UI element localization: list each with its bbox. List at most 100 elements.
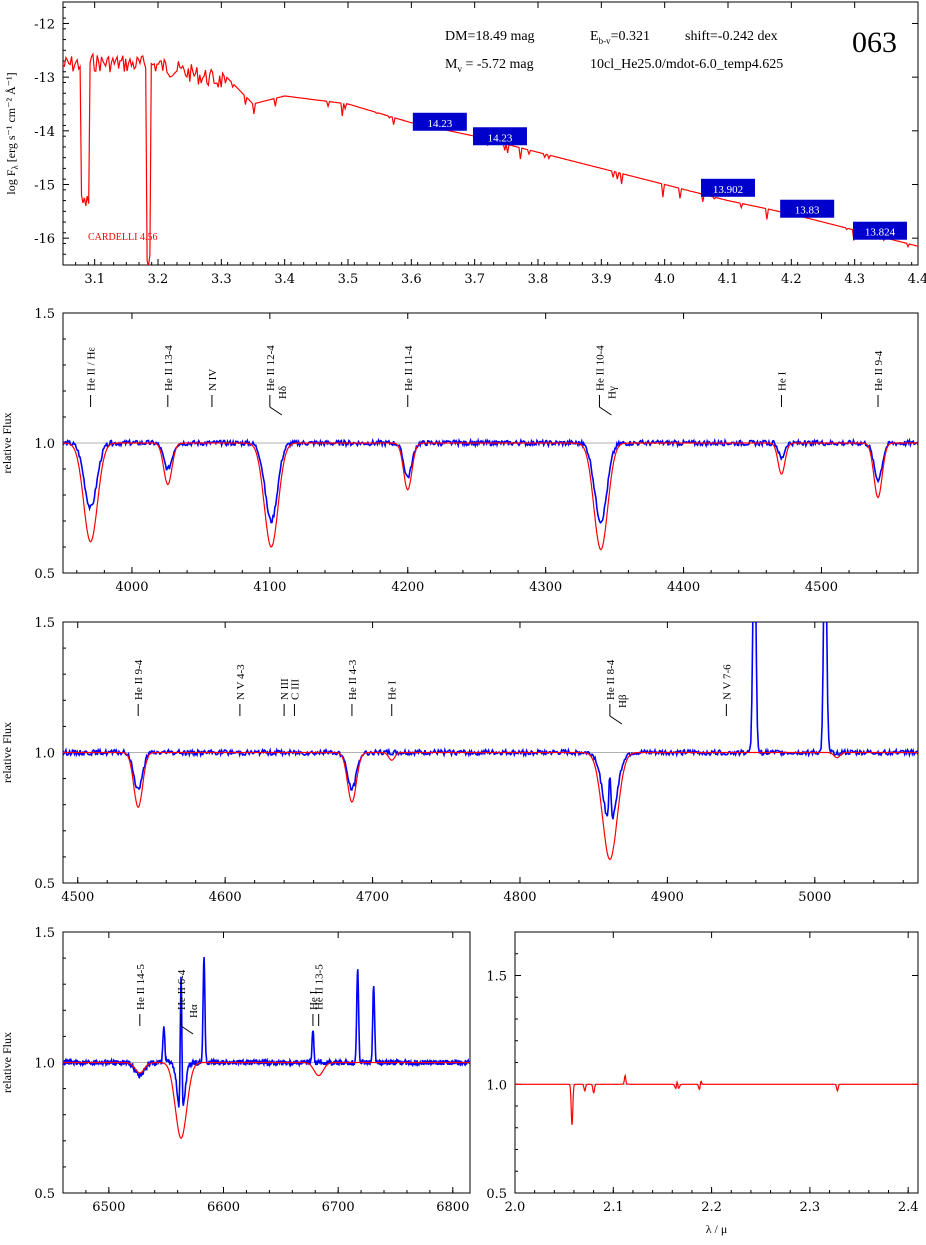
x-tick-label: 6600 <box>207 1200 240 1215</box>
x-tick-label: 3.3 <box>211 272 232 287</box>
x-tick-label: 3.9 <box>591 272 612 287</box>
y-tick-label: 1.5 <box>34 616 55 631</box>
line-label: He II 10-4 <box>594 345 606 391</box>
x-tick-label: 6800 <box>436 1200 469 1215</box>
x-tick-label: 2.4 <box>898 1200 919 1215</box>
plot-area: He II / Hε He II 13-4 N IV He II 12-4Hδ He I… <box>63 345 918 551</box>
header-dm: DM=18.49 mag <box>445 29 535 44</box>
y-tick-label: 1.0 <box>34 437 55 452</box>
photometry-box <box>473 127 527 146</box>
y-axis-label: relative Flux <box>0 722 14 783</box>
y-tick-label: 1.0 <box>34 1057 55 1072</box>
panel-red: 6500 6600 6700 6800 0.5 1.0 1.5 relative Flux He… <box>0 926 471 1215</box>
x-tick-label: 3.1 <box>84 272 105 287</box>
x-tick-label: 4.2 <box>781 272 802 287</box>
y-tick-label: 0.5 <box>34 567 55 582</box>
header-id: 063 <box>852 26 897 59</box>
x-tick-label: 6500 <box>92 1200 125 1215</box>
line-label-secondary: Hβ <box>617 694 629 708</box>
x-tick-label: 5000 <box>798 890 831 905</box>
line-label: He II 9-4 <box>873 350 885 391</box>
y-tick-label: 1.5 <box>486 970 507 985</box>
line-label-secondary: Hα <box>188 1004 200 1018</box>
y-tick-label: 0.5 <box>34 1187 55 1202</box>
plot-frame <box>514 931 919 1194</box>
y-tick-label: 1.0 <box>486 1078 507 1093</box>
line-label: He I <box>308 990 320 1010</box>
x-tick-label: 3.7 <box>464 272 485 287</box>
line-label: He II 13-5 <box>314 964 326 1010</box>
y-tick-label: 0.5 <box>34 877 55 892</box>
line-label: He II 13-4 <box>163 345 175 391</box>
x-tick-label: 6700 <box>322 1200 355 1215</box>
plot-area: He II 14-5 He II 6-4Hα He IHe II 13-5 <box>63 957 470 1139</box>
x-tick-label: 4400 <box>667 580 700 595</box>
x-tick-label: 4500 <box>61 890 94 905</box>
x-tick-label: 3.4 <box>274 272 295 287</box>
y-tick-label: -14 <box>34 125 55 140</box>
line-label: He II 9-4 <box>133 659 145 700</box>
model-spectrum <box>63 1061 470 1139</box>
x-tick-label: 4700 <box>356 890 389 905</box>
y-axis-label: log Fλ [erg s⁻¹ cm⁻² Å⁻¹] <box>4 72 20 194</box>
line-label: He I <box>387 680 399 700</box>
y-axis-label: relative Flux <box>0 1032 14 1093</box>
y-tick-label: 0.5 <box>486 1187 507 1202</box>
photometry-box <box>780 199 835 218</box>
reddening-label: CARDELLI 4.56 <box>88 232 157 243</box>
x-tick-label: 4500 <box>805 580 838 595</box>
x-tick-label: 2.0 <box>505 1200 526 1215</box>
plot-area <box>515 1073 918 1126</box>
x-tick-label: 3.5 <box>338 272 359 287</box>
line-marker <box>269 406 283 416</box>
line-label: He II / Hε <box>86 347 98 391</box>
x-tick-label: 2.2 <box>701 1200 722 1215</box>
x-tick-label: 4100 <box>253 580 286 595</box>
observed-spectrum <box>63 622 918 820</box>
x-tick-label: 2.1 <box>603 1200 624 1215</box>
line-marker <box>180 1025 194 1035</box>
line-marker <box>609 715 623 725</box>
y-tick-label: 1.5 <box>34 307 55 322</box>
x-tick-label: 4600 <box>209 890 242 905</box>
x-tick-label: 4.1 <box>718 272 739 287</box>
header-mv: Mv = -5.72 mag <box>445 57 534 74</box>
y-tick-label: 1.0 <box>34 747 55 762</box>
y-tick-label: -15 <box>34 178 55 193</box>
model-spectrum <box>63 442 918 551</box>
header-shift: shift=-0.242 dex <box>685 29 778 44</box>
line-label: He II 12-4 <box>265 345 277 391</box>
header-ebv: Eb-v=0.321 <box>590 29 650 46</box>
photometry-box <box>701 178 755 197</box>
model-spectrum <box>63 751 918 861</box>
line-label: He II 4-3 <box>347 659 359 700</box>
line-label: He II 6-4 <box>176 969 188 1010</box>
observed-spectrum <box>63 957 470 1108</box>
line-label: He II 11-4 <box>403 345 415 391</box>
x-axis-label: λ / μ <box>706 1222 728 1236</box>
x-tick-label: 4200 <box>391 580 424 595</box>
panel-blue1: 4000 4100 4200 4300 4400 4500 0.5 1.0 1.5 relativ… <box>0 307 919 595</box>
header-model: 10cl_He25.0/mdot-6.0_temp4.625 <box>590 57 783 72</box>
plot-frame <box>62 1 919 266</box>
x-tick-label: 3.6 <box>401 272 422 287</box>
x-tick-label: 4.0 <box>654 272 675 287</box>
line-label-secondary: Hγ <box>606 386 618 399</box>
line-label: N V 4-3 <box>235 664 247 700</box>
panel-blue2: 4500 4600 4700 4800 4900 5000 0.5 1.0 1.5 relativ… <box>0 616 919 905</box>
model-spectrum <box>515 1073 918 1126</box>
observed-spectrum <box>63 437 918 524</box>
line-marker <box>599 406 612 416</box>
line-label-secondary: Hδ <box>277 386 289 399</box>
x-tick-label: 3.8 <box>528 272 549 287</box>
panel-sed: 3.1 3.2 3.3 3.4 3.5 3.6 3.7 3.8 3.9 4.0 4.1 4.2 4.3 4… <box>4 1 926 287</box>
x-tick-label: 4900 <box>651 890 684 905</box>
photometry-box <box>412 112 467 131</box>
x-tick-label: 4300 <box>529 580 562 595</box>
y-tick-label: -16 <box>34 232 55 247</box>
plot-area: 14.23 14.23 13.902 13.83 13.824 CARDELLI 4.56 <box>63 52 918 265</box>
line-label: N III <box>279 678 291 700</box>
x-tick-label: 4800 <box>503 890 536 905</box>
